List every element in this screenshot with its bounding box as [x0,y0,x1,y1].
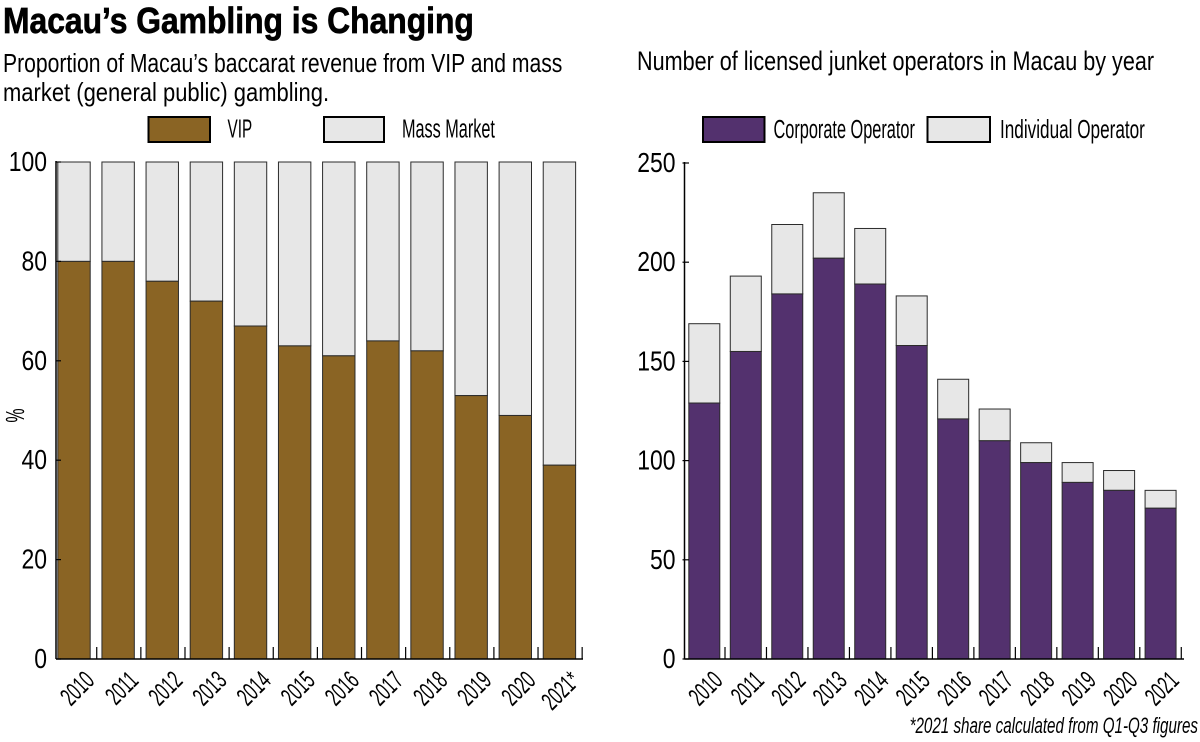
svg-text:Number of licensed junket oper: Number of licensed junket operators in M… [637,47,1154,77]
svg-text:2020: 2020 [497,667,541,711]
svg-text:market (general public) gambli: market (general public) gambling. [3,79,329,108]
svg-text:40: 40 [21,445,47,476]
svg-text:2011: 2011 [726,667,770,711]
svg-text:100: 100 [9,147,47,178]
svg-text:2011: 2011 [101,667,145,711]
svg-text:*2021 share calculated from Q1: *2021 share calculated from Q1-Q3 figure… [910,714,1199,738]
svg-text:2021*: 2021* [537,667,586,716]
svg-text:2014: 2014 [232,667,277,712]
svg-text:50: 50 [650,545,676,576]
svg-text:2013: 2013 [808,667,852,711]
svg-text:0: 0 [663,644,676,675]
svg-text:2015: 2015 [276,667,320,711]
svg-text:2018: 2018 [1016,667,1060,711]
svg-text:%: % [2,408,30,422]
svg-text:2016: 2016 [320,667,364,711]
svg-text:2019: 2019 [1057,667,1101,711]
svg-text:VIP: VIP [228,116,253,144]
svg-text:2019: 2019 [453,667,497,711]
svg-text:150: 150 [637,346,675,377]
svg-text:Corporate Operator: Corporate Operator [774,115,915,144]
svg-text:250: 250 [637,148,675,179]
svg-text:2010: 2010 [684,667,728,711]
svg-text:2020: 2020 [1099,667,1143,711]
svg-text:0: 0 [34,644,47,675]
svg-text:Mass Market: Mass Market [402,115,495,144]
svg-text:20: 20 [21,545,47,576]
svg-text:2010: 2010 [56,667,100,711]
svg-text:2012: 2012 [767,667,811,711]
svg-text:2016: 2016 [933,667,977,711]
svg-text:100: 100 [637,446,675,477]
svg-text:60: 60 [21,346,47,377]
svg-text:2014: 2014 [850,667,895,712]
svg-text:Proportion of Macau’s baccarat: Proportion of Macau’s baccarat revenue f… [3,49,562,77]
svg-text:2015: 2015 [891,667,935,711]
svg-text:2021: 2021 [1140,667,1184,711]
svg-text:200: 200 [637,247,675,278]
svg-text:2013: 2013 [188,667,232,711]
svg-text:Individual Operator: Individual Operator [1000,115,1145,144]
svg-text:80: 80 [21,246,47,277]
svg-text:Macau’s Gambling is Changing: Macau’s Gambling is Changing [3,1,474,42]
svg-text:2017: 2017 [364,667,408,711]
svg-text:2017: 2017 [974,667,1018,711]
svg-text:2012: 2012 [144,667,188,711]
svg-text:2018: 2018 [409,667,453,711]
